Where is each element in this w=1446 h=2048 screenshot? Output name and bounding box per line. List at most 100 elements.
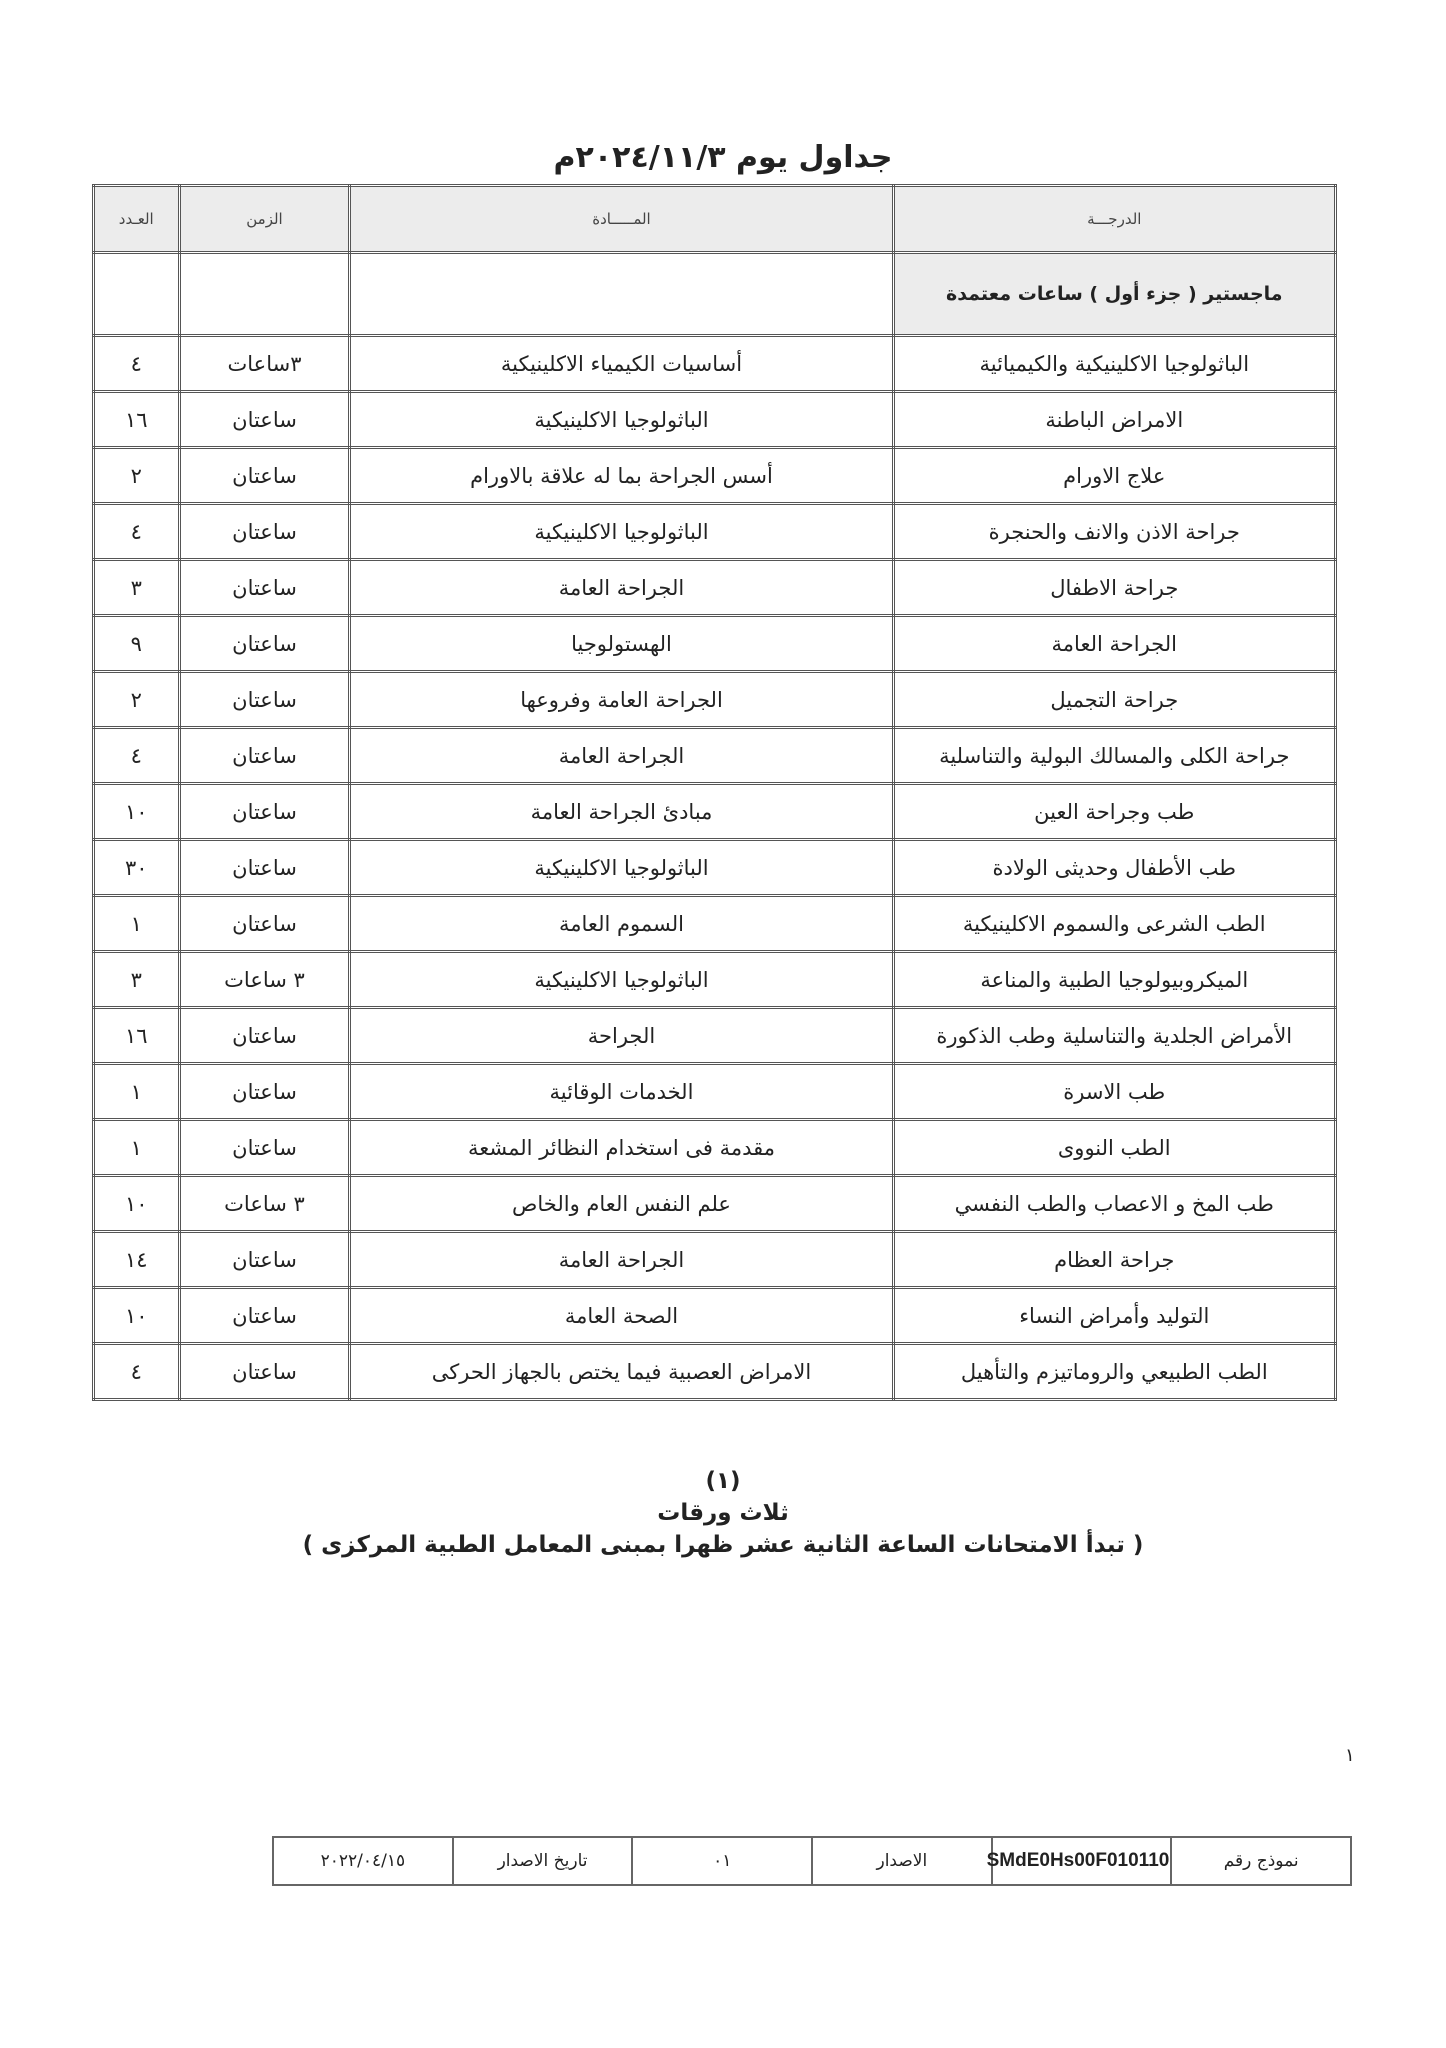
cell-count: ٤ [92, 726, 181, 785]
cell-degree: طب وجراحة العين [891, 782, 1338, 841]
cell-degree: التوليد وأمراض النساء [891, 1286, 1338, 1345]
cell-count: ٣ [92, 558, 181, 617]
cell-time: ساعتان [177, 782, 352, 841]
cell-subject: الهستولوجيا [348, 614, 895, 673]
cell-subject: الجراحة العامة [348, 726, 895, 785]
cell-time: ساعتان [177, 614, 352, 673]
cell-time: ساعتان [177, 558, 352, 617]
cell-degree: الامراض الباطنة [891, 390, 1338, 449]
cell-time: ساعتان [177, 446, 352, 505]
cell-degree: الباثولوجيا الاكلينيكية والكيميائية [891, 334, 1338, 393]
cell-count: ٢ [92, 670, 181, 729]
cell-count: ٣ [92, 950, 181, 1009]
cell-subject: الباثولوجيا الاكلينيكية [348, 838, 895, 897]
issue-date: ٢٠٢٢/٠٤/١٥ [272, 1836, 454, 1886]
cell-subject: الجراحة العامة وفروعها [348, 670, 895, 729]
table-row: الأمراض الجلدية والتناسلية وطب الذكورة ال… [92, 1006, 1338, 1065]
table-row: جراحة الاذن والانف والحنجرة الباثولوجيا ا… [92, 502, 1338, 561]
cell-time: ساعتان [177, 670, 352, 729]
cell-time: ساعتان [177, 390, 352, 449]
cell-degree: طب الأطفال وحديثى الولادة [891, 838, 1338, 897]
table-row: طب الاسرة الخدمات الوقائية ساعتان ١ [92, 1062, 1338, 1121]
table-row: جراحة الاطفال الجراحة العامة ساعتان ٣ [92, 558, 1338, 617]
cell-degree: الأمراض الجلدية والتناسلية وطب الذكورة [891, 1006, 1338, 1065]
cell-degree: طب المخ و الاعصاب والطب النفسي [891, 1174, 1338, 1233]
header-count: العـدد [92, 184, 181, 254]
cell-subject: الجراحة العامة [348, 558, 895, 617]
cell-count: ٤ [92, 334, 181, 393]
table-row: علاج الاورام أسس الجراحة بما له علاقة بال… [92, 446, 1338, 505]
cell-subject: مبادئ الجراحة العامة [348, 782, 895, 841]
cell-degree: طب الاسرة [891, 1062, 1338, 1121]
cell-time: ساعتان [177, 838, 352, 897]
cell-time: ساعتان [177, 1286, 352, 1345]
table-row: الطب الشرعى والسموم الاكلينيكية السموم ال… [92, 894, 1338, 953]
table-row: جراحة التجميل الجراحة العامة وفروعها ساعتا… [92, 670, 1338, 729]
cell-degree: جراحة العظام [891, 1230, 1338, 1289]
cell-time: ساعتان [177, 502, 352, 561]
header-time: الزمن [177, 184, 352, 254]
cell-degree: الطب النووى [891, 1118, 1338, 1177]
group-number: (١) [705, 1468, 741, 1494]
cell-subject: الباثولوجيا الاكلينيكية [348, 390, 895, 449]
issue-date-label: تاريخ الاصدار [451, 1836, 634, 1886]
issue-value: ٠١ [631, 1836, 814, 1886]
cell-subject: علم النفس العام والخاص [348, 1174, 895, 1233]
cell-count: ١٠ [92, 1286, 181, 1345]
cell-degree: علاج الاورام [891, 446, 1338, 505]
cell-degree: جراحة الكلى والمسالك البولية والتناسلية [891, 726, 1338, 785]
exam-note: ( تبدأ الامتحانات الساعة الثانية عشر ظهر… [302, 1532, 1144, 1558]
section-label: ماجستير ( جزء أول ) ساعات معتمدة [891, 251, 1338, 337]
cell-time: ساعتان [177, 1230, 352, 1289]
table-row: الطب النووى مقدمة فى استخدام النظائر المش… [92, 1118, 1338, 1177]
cell-count: ٢ [92, 446, 181, 505]
page-title: جداول يوم ٢٠٢٤/١١/٣م [553, 140, 893, 175]
cell-time: ٣ ساعات [177, 950, 352, 1009]
cell-degree: جراحة الاطفال [891, 558, 1338, 617]
cell-count: ١٠ [92, 1174, 181, 1233]
cell-count: ٣٠ [92, 838, 181, 897]
table-row: طب المخ و الاعصاب والطب النفسي علم النفس … [92, 1174, 1338, 1233]
cell-degree: الميكروبيولوجيا الطبية والمناعة [891, 950, 1338, 1009]
section-row: ماجستير ( جزء أول ) ساعات معتمدة [92, 251, 1338, 337]
header-degree: الدرجـــة [891, 184, 1338, 254]
cell-subject: الباثولوجيا الاكلينيكية [348, 950, 895, 1009]
cell-degree: الطب الطبيعي والروماتيزم والتأهيل [891, 1342, 1338, 1401]
table-header: الدرجـــة المـــــادة الزمن العـدد [92, 184, 1338, 254]
cell-subject: السموم العامة [348, 894, 895, 953]
cell-count: ١٠ [92, 782, 181, 841]
cell-degree: جراحة التجميل [891, 670, 1338, 729]
cell-time: ساعتان [177, 1006, 352, 1065]
table-row: جراحة الكلى والمسالك البولية والتناسلية ا… [92, 726, 1338, 785]
cell-time: ساعتان [177, 1062, 352, 1121]
schedule-table: الدرجـــة المـــــادة الزمن العـدد ماجست… [92, 184, 1338, 1401]
cell-time: ٣ساعات [177, 334, 352, 393]
cell-time: ٣ ساعات [177, 1174, 352, 1233]
cell-time: ساعتان [177, 894, 352, 953]
papers-count: ثلاث ورقات [657, 1500, 789, 1526]
cell-degree: جراحة الاذن والانف والحنجرة [891, 502, 1338, 561]
form-info-table: نموذج رقم SMdE0Hs00F010110 الاصدار ٠١ تا… [272, 1836, 1352, 1886]
page-number: ١ [1345, 1745, 1355, 1766]
cell-count: ٤ [92, 1342, 181, 1401]
cell-subject: أسس الجراحة بما له علاقة بالاورام [348, 446, 895, 505]
model-label: نموذج رقم [1170, 1836, 1352, 1886]
cell-subject: الجراحة العامة [348, 1230, 895, 1289]
cell-degree: الطب الشرعى والسموم الاكلينيكية [891, 894, 1338, 953]
cell-subject: الباثولوجيا الاكلينيكية [348, 502, 895, 561]
empty-cell [177, 251, 352, 337]
cell-subject: الامراض العصبية فيما يختص بالجهاز الحركى [348, 1342, 895, 1401]
cell-subject: الصحة العامة [348, 1286, 895, 1345]
header-subject: المـــــادة [348, 184, 895, 254]
cell-subject: أساسيات الكيمياء الاكلينيكية [348, 334, 895, 393]
cell-count: ١٦ [92, 390, 181, 449]
cell-time: ساعتان [177, 726, 352, 785]
table-row: التوليد وأمراض النساء الصحة العامة ساعتان ١… [92, 1286, 1338, 1345]
table-row: الطب الطبيعي والروماتيزم والتأهيل الامراض… [92, 1342, 1338, 1401]
cell-count: ١ [92, 1062, 181, 1121]
cell-count: ٩ [92, 614, 181, 673]
cell-count: ١٦ [92, 1006, 181, 1065]
issue-label: الاصدار [811, 1836, 993, 1886]
table-row: طب الأطفال وحديثى الولادة الباثولوجيا الا… [92, 838, 1338, 897]
table-row: الباثولوجيا الاكلينيكية والكيميائية أساسي… [92, 334, 1338, 393]
